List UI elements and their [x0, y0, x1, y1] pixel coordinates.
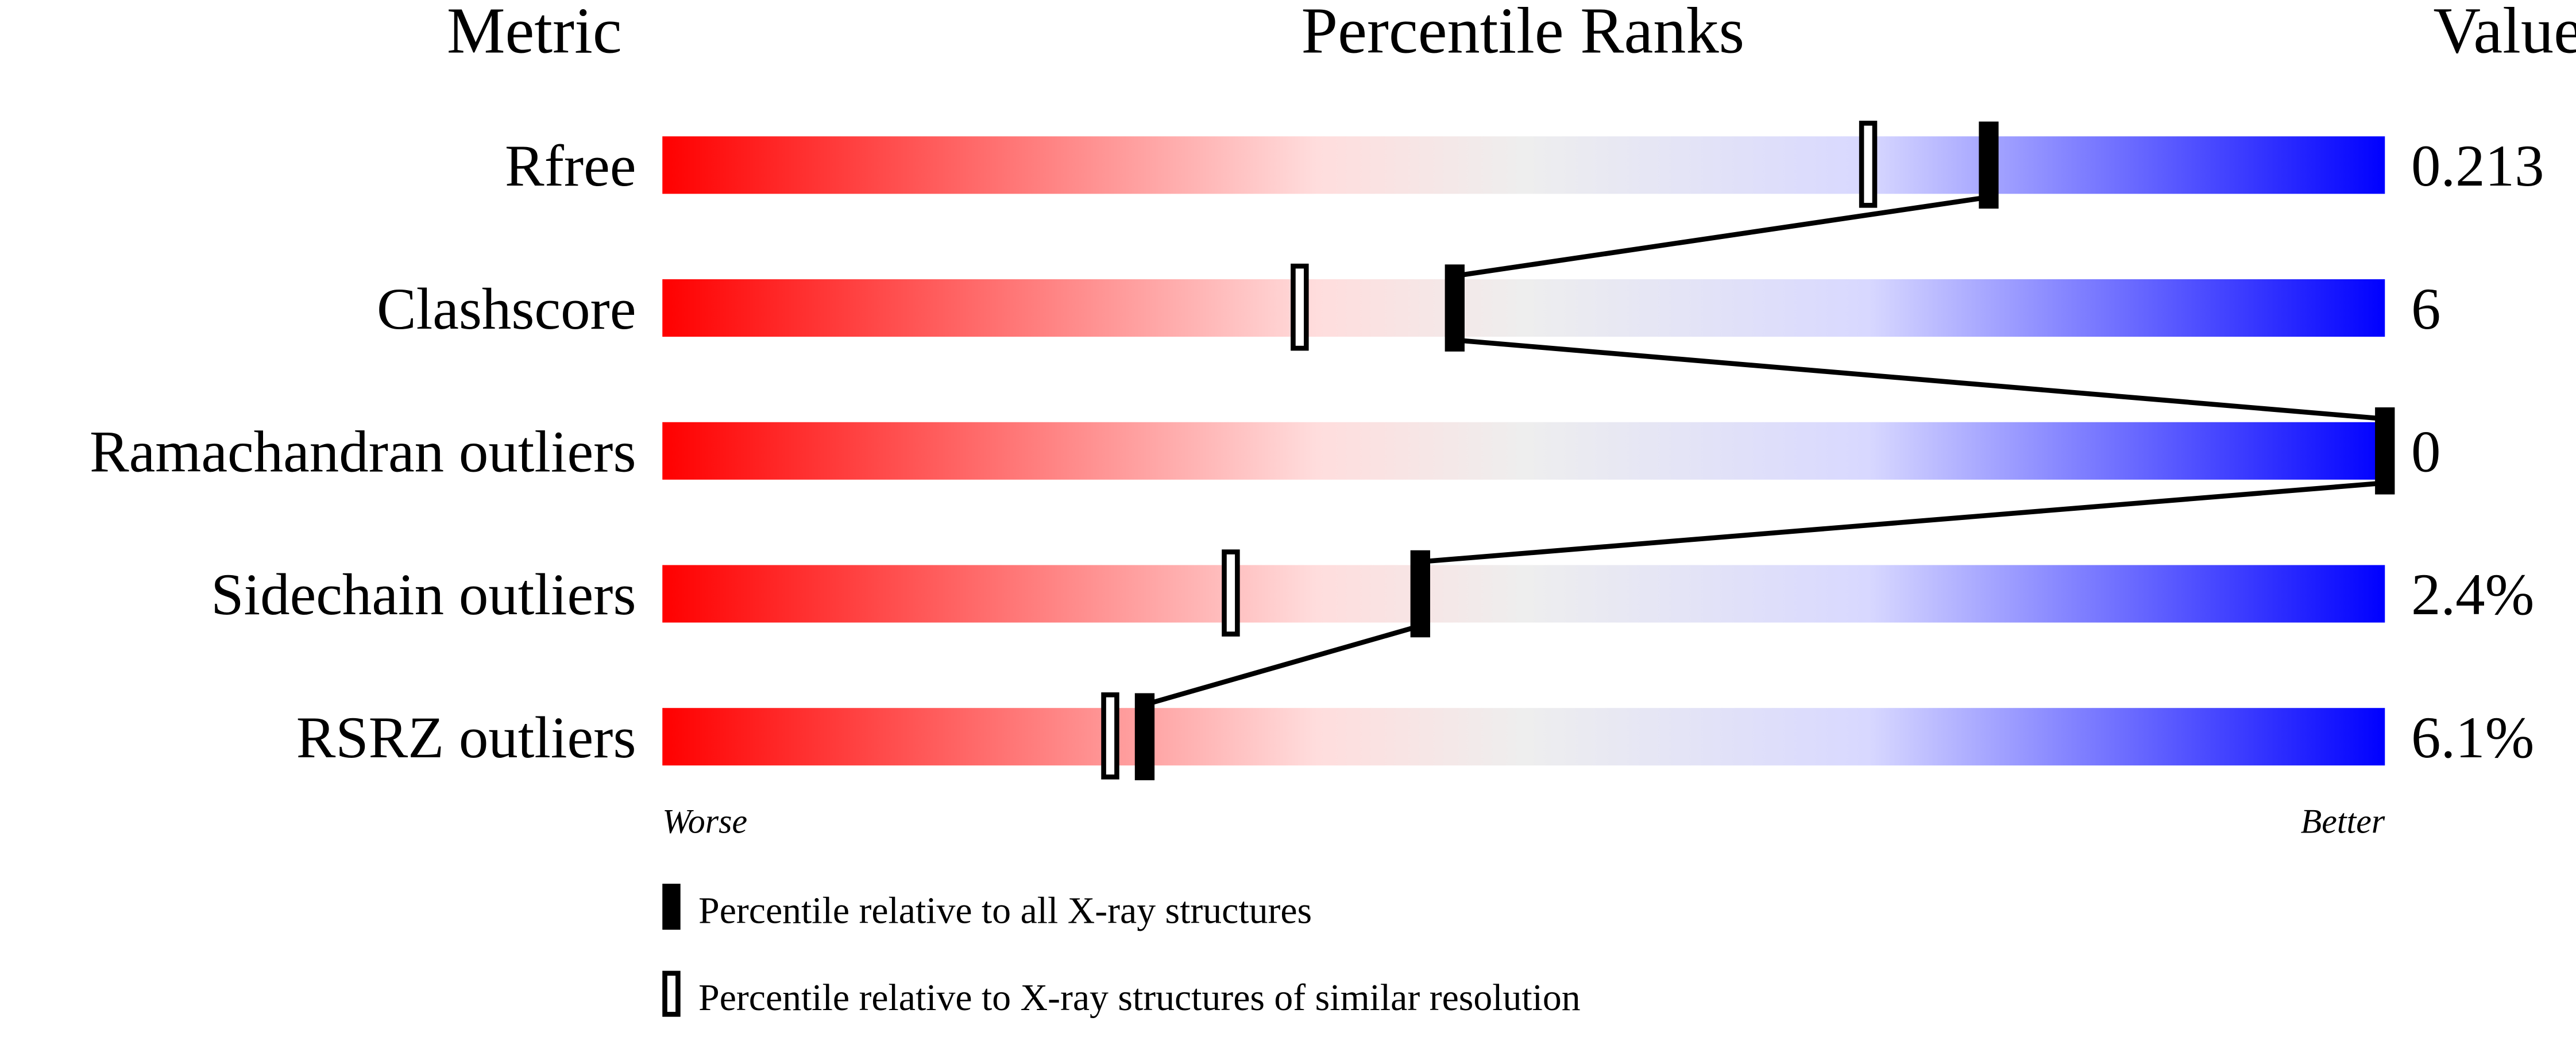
header-metric: Metric [447, 0, 622, 67]
all-structures-marker [1410, 550, 1430, 638]
connector-line [1454, 194, 1990, 279]
legend-filled-label: Percentile relative to all X-ray structu… [698, 890, 1312, 932]
percentile-bar [662, 422, 2385, 480]
metric-label: RSRZ outliers [296, 705, 636, 770]
percentile-bar [662, 565, 2385, 623]
similar-resolution-marker [1222, 549, 1240, 637]
connector-line [1454, 337, 2385, 422]
percentile-bar [662, 279, 2385, 337]
metric-value: 6.1% [2411, 705, 2534, 770]
header-value: Value [2434, 0, 2576, 67]
similar-resolution-marker [1859, 121, 1878, 208]
similar-resolution-marker [1291, 263, 1309, 351]
all-structures-marker [1445, 264, 1465, 352]
all-structures-marker [2375, 407, 2395, 495]
metric-label: Clashscore [377, 276, 636, 342]
metric-label: Sidechain outliers [211, 562, 636, 627]
metric-value: 6 [2411, 276, 2440, 342]
similar-resolution-marker [1101, 692, 1119, 780]
metric-value: 2.4% [2411, 562, 2534, 627]
all-structures-marker [1134, 693, 1155, 780]
connector-line [1144, 623, 1421, 707]
metric-label: Rfree [505, 133, 636, 199]
percentile-bar [662, 136, 2385, 194]
metric-label: Ramachandran outliers [90, 419, 636, 485]
all-structures-marker [1979, 121, 1999, 209]
better-label: Better [2301, 802, 2385, 840]
legend-hollow-label: Percentile relative to X-ray structures … [698, 977, 1581, 1019]
legend-hollow-marker [662, 970, 681, 1017]
header-percentile-ranks: Percentile Ranks [1301, 0, 1745, 67]
worse-label: Worse [662, 802, 747, 840]
connector-line [1420, 480, 2385, 565]
legend-filled-marker [662, 884, 681, 930]
metric-value: 0 [2411, 419, 2440, 485]
percentile-bar [662, 708, 2385, 766]
metric-value: 0.213 [2411, 133, 2544, 199]
